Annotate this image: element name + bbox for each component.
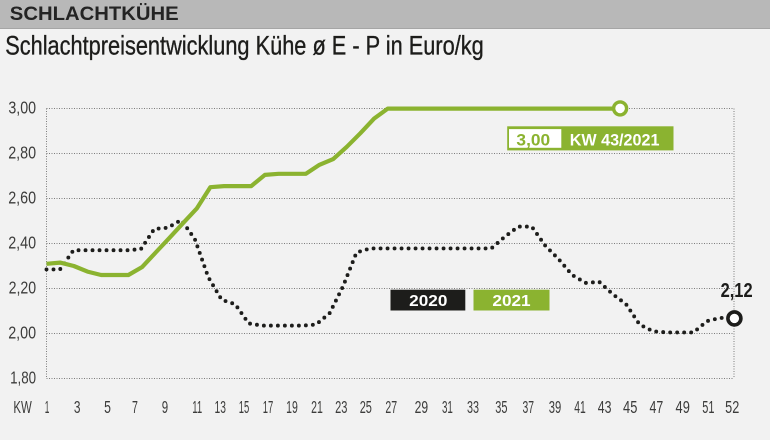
svg-text:2,40: 2,40 <box>8 233 36 253</box>
svg-text:2021: 2021 <box>492 293 531 310</box>
svg-text:17: 17 <box>263 397 274 417</box>
svg-text:25: 25 <box>360 397 372 417</box>
svg-text:2,60: 2,60 <box>8 188 36 208</box>
svg-text:2,20: 2,20 <box>9 278 37 298</box>
svg-text:43: 43 <box>598 397 612 417</box>
svg-text:2,80: 2,80 <box>8 143 36 163</box>
svg-text:9: 9 <box>162 397 168 417</box>
svg-text:27: 27 <box>385 397 397 417</box>
svg-text:37: 37 <box>522 397 534 417</box>
svg-text:19: 19 <box>286 397 298 417</box>
svg-text:33: 33 <box>467 397 479 417</box>
svg-text:29: 29 <box>415 397 429 417</box>
svg-text:23: 23 <box>335 397 347 417</box>
svg-text:21: 21 <box>311 397 323 417</box>
svg-text:3,00: 3,00 <box>8 98 36 118</box>
svg-text:3: 3 <box>74 397 81 417</box>
svg-text:7: 7 <box>132 397 138 417</box>
svg-text:11: 11 <box>192 397 202 417</box>
svg-text:SCHLACHTKÜHE: SCHLACHTKÜHE <box>10 4 179 25</box>
svg-text:51: 51 <box>702 397 714 417</box>
svg-text:5: 5 <box>104 397 111 417</box>
svg-text:45: 45 <box>623 397 637 417</box>
svg-text:52: 52 <box>725 397 739 417</box>
svg-text:49: 49 <box>676 397 690 417</box>
svg-text:39: 39 <box>549 397 562 417</box>
svg-text:31: 31 <box>442 397 453 417</box>
svg-text:KW: KW <box>13 397 32 417</box>
svg-text:KW 43/2021: KW 43/2021 <box>570 131 660 149</box>
svg-text:15: 15 <box>239 397 250 417</box>
svg-text:2,00: 2,00 <box>8 323 36 343</box>
svg-text:13: 13 <box>215 397 226 417</box>
svg-text:2020: 2020 <box>409 293 447 310</box>
svg-text:Schlachtpreisentwicklung Kühe: Schlachtpreisentwicklung Kühe ø E - P in… <box>5 31 484 61</box>
svg-text:35: 35 <box>495 397 507 417</box>
svg-text:1,80: 1,80 <box>10 368 36 388</box>
svg-text:1: 1 <box>45 397 50 417</box>
svg-text:47: 47 <box>650 397 664 417</box>
svg-text:3,00: 3,00 <box>516 131 550 149</box>
svg-text:2,12: 2,12 <box>721 280 753 302</box>
svg-text:41: 41 <box>574 397 586 417</box>
